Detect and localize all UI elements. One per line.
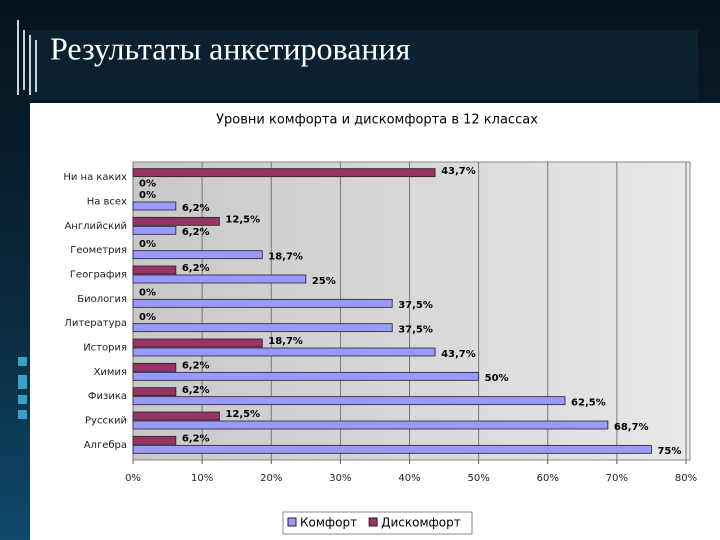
- x-tick-label: 30%: [329, 473, 351, 484]
- y-tick-label: Литература: [64, 318, 127, 329]
- value-label: 62,5%: [571, 397, 606, 408]
- value-label: 18,7%: [268, 251, 303, 262]
- value-label: 37,5%: [398, 324, 433, 335]
- value-label: 6,2%: [182, 385, 210, 396]
- value-label: 75%: [657, 446, 681, 457]
- y-tick-label: Английский: [64, 221, 127, 232]
- bar: [132, 396, 566, 406]
- plot-area: [132, 161, 691, 461]
- x-tick-label: 40%: [398, 473, 420, 484]
- value-label: 50%: [485, 373, 509, 384]
- bar: [132, 323, 393, 333]
- value-label: 37,5%: [398, 300, 433, 311]
- value-label: 68,7%: [614, 422, 649, 433]
- y-tick-label: География: [70, 270, 127, 281]
- legend-swatch: [368, 517, 378, 527]
- y-tick-label: Биология: [77, 294, 127, 305]
- value-label: 0%: [139, 239, 156, 250]
- decoration-squares: [18, 357, 27, 419]
- y-tick-label: Физика: [88, 391, 127, 402]
- x-tick-label: 60%: [537, 473, 559, 484]
- bar: [132, 216, 220, 226]
- bar: [132, 387, 177, 397]
- legend-swatch: [287, 517, 297, 527]
- y-tick-label: На всех: [87, 197, 127, 208]
- value-label: 43,7%: [441, 349, 476, 360]
- bar: [132, 168, 436, 178]
- bar: [132, 435, 177, 445]
- bar: [132, 225, 177, 235]
- value-label: 43,7%: [441, 166, 476, 177]
- legend-label: Комфорт: [300, 516, 357, 530]
- x-tick-label: 10%: [191, 473, 213, 484]
- bar: [132, 265, 177, 275]
- legend-label: Дискомфорт: [381, 516, 461, 530]
- x-tick-label: 70%: [606, 473, 628, 484]
- chart-title: Уровни комфорта и дискомфорта в 12 класс…: [216, 113, 538, 128]
- bar: [132, 274, 307, 284]
- value-label: 12,5%: [225, 215, 260, 226]
- bar: [132, 201, 177, 211]
- bar: [132, 362, 177, 372]
- y-tick-label: Химия: [94, 367, 127, 378]
- title-band: [28, 30, 698, 100]
- value-label: 6,2%: [182, 361, 210, 372]
- value-label: 18,7%: [268, 336, 303, 347]
- bar: [132, 250, 263, 260]
- value-label: 0%: [139, 178, 156, 189]
- chart: 0% 10% 20% 30% 40% 50% 60% 70% 80% Ни на каких 0% 4…: [63, 162, 697, 484]
- bar: [132, 411, 220, 421]
- slide-title: Результаты анкетирования: [50, 30, 411, 66]
- x-tick-label: 50%: [468, 473, 490, 484]
- y-tick-label: Геометрия: [70, 245, 127, 256]
- decoration: [17, 20, 37, 95]
- value-label: 6,2%: [182, 227, 210, 238]
- y-tick-label: Ни на каких: [63, 172, 127, 183]
- value-label: 0%: [139, 312, 156, 323]
- value-label: 6,2%: [182, 263, 210, 274]
- y-tick-label: Алгебра: [84, 440, 127, 451]
- value-label: 0%: [139, 190, 156, 201]
- value-label: 12,5%: [225, 409, 260, 420]
- value-label: 6,2%: [182, 203, 210, 214]
- bar: [132, 347, 436, 357]
- bar: [132, 298, 393, 308]
- bar: [132, 420, 609, 430]
- x-tick-label: 20%: [260, 473, 282, 484]
- y-tick-label: История: [83, 343, 127, 354]
- bar: [132, 338, 263, 348]
- y-tick-label: Русский: [85, 416, 127, 427]
- value-label: 0%: [139, 288, 156, 299]
- x-tick-label: 80%: [675, 473, 697, 484]
- value-label: 25%: [312, 276, 336, 287]
- bar: [132, 371, 480, 381]
- value-label: 6,2%: [182, 434, 210, 445]
- x-tick-label: 0%: [125, 473, 141, 484]
- bar: [132, 444, 652, 454]
